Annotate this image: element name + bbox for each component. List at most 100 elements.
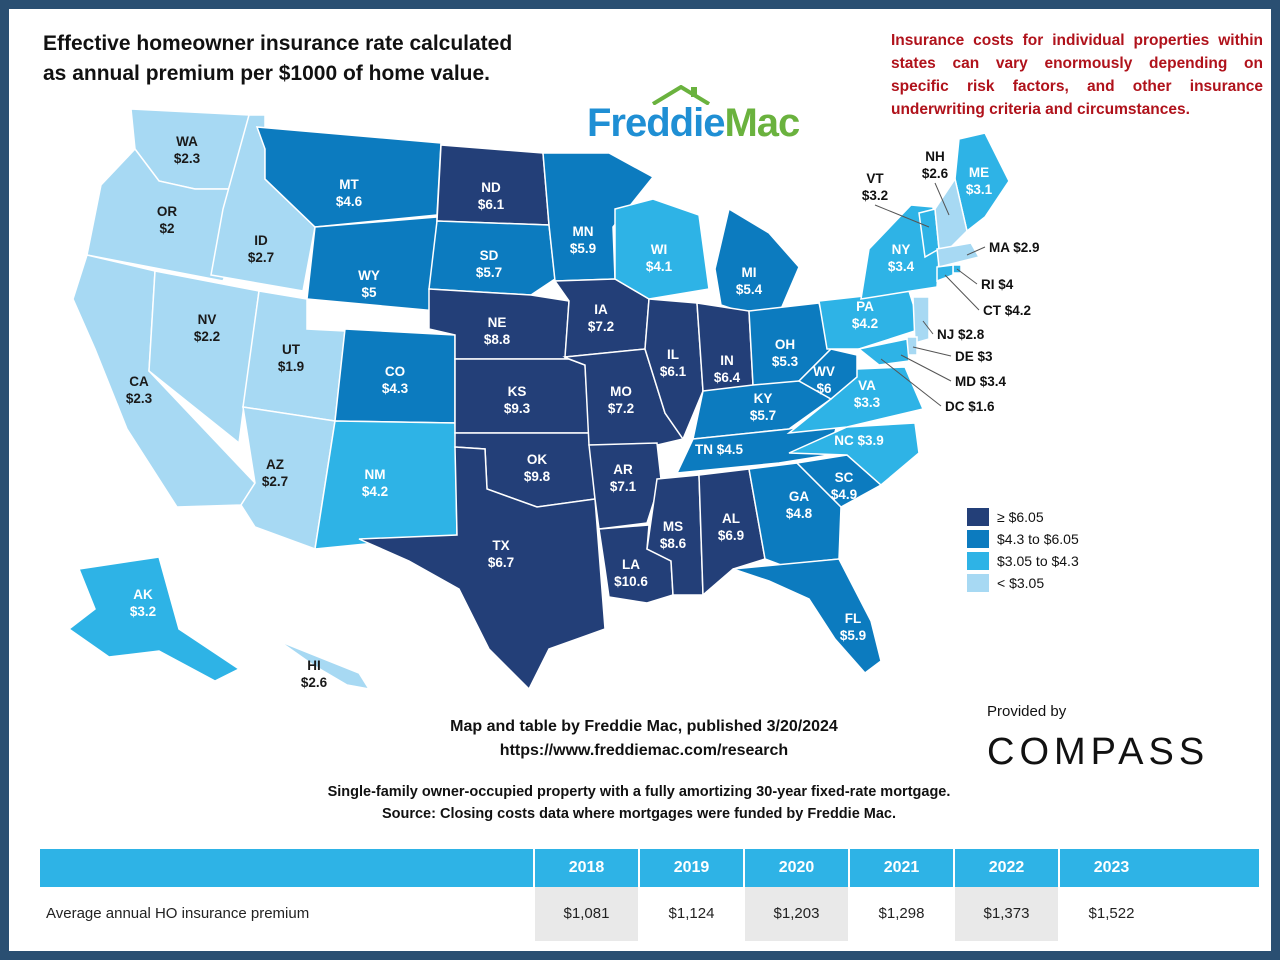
state-mn	[542, 152, 655, 282]
legend-item: < $3.05	[967, 572, 1079, 594]
state-label-il: IL $6.1	[660, 347, 687, 379]
state-label-nc: NC $3.9	[834, 433, 884, 448]
state-label-sd: SD $5.7	[476, 248, 502, 280]
state-label-mt: MT $4.6	[336, 177, 363, 209]
legend-swatch	[967, 574, 989, 592]
state-label-ca: CA $2.3	[126, 374, 153, 406]
legend-item: ≥ $6.05	[967, 506, 1079, 528]
freddie-mac-logo: FreddieMac	[587, 85, 827, 147]
state-id	[210, 114, 316, 292]
logo-mac-text: Mac	[724, 101, 800, 145]
state-ct	[936, 264, 954, 283]
state-callout-dc: DC $1.6	[945, 399, 995, 414]
note-line: Single-family owner-occupied property wi…	[327, 784, 951, 800]
state-hi	[278, 640, 371, 691]
table-row-label: Average annual HO insurance premium	[46, 905, 310, 922]
state-label-co: CO $4.3	[382, 364, 409, 396]
callout-leader-line	[880, 358, 942, 407]
state-ar	[588, 442, 662, 530]
state-label-mn: MN $5.9	[570, 224, 596, 256]
state-label-id: ID $2.7	[248, 233, 274, 265]
state-label-nv: NV $2.2	[194, 312, 220, 344]
state-label-nd: ND $6.1	[478, 180, 505, 212]
state-label-hi: HI $2.6	[301, 658, 328, 690]
state-fl	[732, 558, 882, 675]
state-label-ut: UT $1.9	[278, 342, 304, 374]
state-label-wi: WI $4.1	[646, 242, 673, 274]
state-label-ks: KS $9.3	[504, 384, 531, 416]
map-legend: ≥ $6.05 $4.3 to $6.05 $3.05 to $4.3 < $3…	[967, 506, 1079, 594]
us-map: WA $2.3 OR $2 CA $2.3 ID $2.7 NV $2.2 UT $1.9 AZ $2.7…	[67, 108, 1040, 691]
credit-line: Map and table by Freddie Mac, published …	[450, 718, 838, 735]
table-cell: $1,373	[953, 887, 1058, 941]
callout-leader-line	[966, 246, 986, 256]
state-label-oh: OH $5.3	[772, 337, 799, 369]
state-wi	[614, 198, 710, 300]
state-al	[698, 468, 766, 597]
state-label-ky: KY $5.7	[750, 391, 776, 423]
methodology-note: Single-family owner-occupied property wi…	[189, 781, 1089, 825]
state-callout-ri: RI $4	[981, 277, 1014, 292]
state-label-or: OR $2	[157, 204, 178, 236]
state-label-mi: MI $5.4	[736, 265, 763, 297]
state-label-va: VA $3.3	[854, 378, 881, 410]
state-label-ne: NE $8.8	[484, 315, 511, 347]
state-label-in: IN $6.4	[714, 353, 741, 385]
credit-text: Map and table by Freddie Mac, published …	[309, 715, 979, 763]
table-header-row: 2018 2019 2020 2021 2022 2023	[40, 849, 1259, 887]
state-label-tn: TN $4.5	[695, 442, 744, 457]
state-callout-ct: CT $4.2	[983, 303, 1031, 318]
state-label-la: LA $10.6	[614, 557, 648, 589]
logo-freddie-text: Freddie	[587, 101, 725, 145]
state-label-wy: WY $5	[358, 268, 380, 300]
table-header-year: 2018	[533, 849, 638, 887]
state-label-wv: WV $6	[813, 364, 835, 396]
state-callout-nj: NJ $2.8	[937, 327, 985, 342]
state-nv	[148, 270, 260, 445]
state-label-ia: IA $7.2	[588, 302, 614, 334]
state-label-mo: MO $7.2	[608, 384, 634, 416]
legend-label: < $3.05	[997, 575, 1045, 591]
state-callout-vt: VT $3.2	[862, 171, 888, 203]
state-label-ar: AR $7.1	[610, 462, 637, 494]
table-header-year: 2023	[1058, 849, 1163, 887]
state-nj	[912, 296, 930, 344]
table-cell: $1,081	[533, 887, 638, 941]
table-header-year: 2021	[848, 849, 953, 887]
state-label-ga: GA $4.8	[786, 489, 813, 521]
callout-leader-line	[934, 182, 950, 216]
state-ma	[936, 242, 981, 268]
state-label-ny: NY $3.4	[888, 242, 915, 274]
legend-label: ≥ $6.05	[997, 509, 1044, 525]
state-callout-de: DE $3	[955, 349, 993, 364]
state-nh	[934, 177, 968, 250]
state-label-ms: MS $8.6	[660, 519, 687, 551]
table-cell: $1,203	[743, 887, 848, 941]
state-label-nm: NM $4.2	[362, 467, 388, 499]
state-tx	[358, 446, 606, 691]
callout-leader-line	[944, 274, 980, 311]
legend-label: $3.05 to $4.3	[997, 553, 1079, 569]
state-label-me: ME $3.1	[966, 165, 993, 197]
house-roof-icon	[651, 85, 711, 105]
state-label-ak: AK $3.2	[130, 587, 156, 619]
table-cell: $1,522	[1058, 887, 1163, 941]
credit-url: https://www.freddiemac.com/research	[499, 742, 789, 759]
callout-leader-line	[900, 354, 952, 382]
table-header-blank	[40, 849, 533, 887]
state-label-al: AL $6.9	[718, 511, 744, 543]
disclaimer-text: Insurance costs for individual propertie…	[891, 32, 1263, 118]
state-callout-md: MD $3.4	[955, 374, 1007, 389]
callout-leader-line	[874, 204, 930, 228]
chart-title: Effective homeowner insurance rate calcu…	[43, 32, 513, 85]
state-label-az: AZ $2.7	[262, 457, 288, 489]
table-row: Average annual HO insurance premium $1,0…	[40, 887, 1259, 941]
table-cell: $1,124	[638, 887, 743, 941]
state-label-wa: WA $2.3	[174, 134, 201, 166]
state-label-tx: TX $6.7	[488, 538, 514, 570]
state-callout-ma: MA $2.9	[989, 240, 1040, 255]
state-callout-nh: NH $2.6	[922, 149, 949, 181]
legend-swatch	[967, 530, 989, 548]
legend-swatch	[967, 552, 989, 570]
